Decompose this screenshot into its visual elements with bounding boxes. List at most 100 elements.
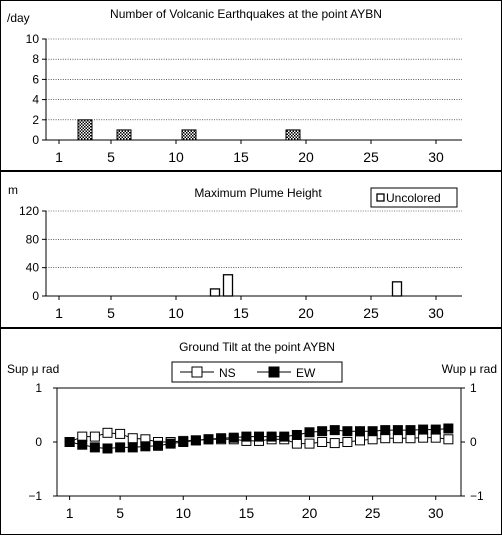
- x-tick-label: 10: [168, 149, 184, 165]
- tilt-point-ns: [317, 437, 328, 447]
- tilt-point-ns: [115, 428, 126, 439]
- tilt-point-ew: [153, 440, 163, 451]
- tilt-point-ns: [355, 435, 365, 446]
- tilt-point-ns: [89, 431, 100, 442]
- tilt-point-ew: [392, 425, 403, 436]
- tilt-point-ew: [77, 439, 88, 450]
- tilt-legend-ns-label: NS: [219, 366, 236, 380]
- tilt-plot-area: −1 −10 01 11 5 10 15 20 25 30: [28, 381, 484, 521]
- tilt-left-axis-label: Sup μ rad: [7, 362, 59, 376]
- tilt-point-ew: [380, 425, 391, 436]
- x-tick-label: 20: [298, 305, 314, 321]
- tilt-point-ew: [165, 438, 176, 449]
- x-tick-label: 10: [175, 505, 191, 521]
- plume-legend-swatch: [376, 193, 385, 202]
- y-tick-label: 120: [19, 204, 39, 218]
- tilt-point-ew: [115, 442, 126, 453]
- x-tick-label: 30: [428, 305, 444, 321]
- y-tick-label: 80: [26, 232, 40, 246]
- x-tick-label: 25: [363, 149, 379, 165]
- earthquake-bar: [116, 129, 132, 141]
- x-tick-label: 1: [55, 149, 63, 165]
- y-tick-label: 6: [32, 72, 39, 86]
- tilt-point-ew: [405, 425, 416, 436]
- tilt-point-ns: [443, 434, 454, 445]
- y-tick-label: 8: [32, 52, 39, 66]
- x-tick-label: 10: [168, 305, 184, 321]
- x-tick-label: 5: [107, 149, 115, 165]
- tilt-point-ew: [216, 433, 227, 444]
- tilt-point-ew: [443, 423, 454, 434]
- tilt-point-ns: [329, 438, 340, 449]
- tilt-point-ew: [355, 426, 365, 437]
- tilt-legend-ew-marker: [268, 366, 280, 378]
- earthquake-bar: [181, 129, 197, 141]
- tilt-point-ew: [279, 431, 290, 442]
- tilt-point-ns: [127, 433, 138, 444]
- plume-y-unit: m: [8, 183, 18, 197]
- tilt-point-ns: [342, 437, 353, 447]
- tilt-right-axis-label: Wup μ rad: [442, 362, 497, 376]
- panel-earthquakes-frame: [0, 0, 502, 171]
- tilt-point-ew: [127, 442, 138, 453]
- tilt-title: Ground Tilt at the point AYBN: [179, 340, 335, 354]
- y-tick-label-right: 1: [470, 381, 477, 395]
- earthquakes-title: Number of Volcanic Earthquakes at the po…: [110, 7, 382, 21]
- x-tick-label: 20: [302, 505, 318, 521]
- x-tick-label: 1: [55, 305, 63, 321]
- tilt-point-ew: [89, 442, 100, 453]
- x-tick-label: 30: [428, 505, 444, 521]
- tilt-point-ew: [430, 424, 441, 435]
- y-tick-label-right: −1: [470, 489, 484, 503]
- tilt-point-ew: [418, 424, 429, 435]
- tilt-point-ew: [367, 426, 378, 437]
- tilt-point-ew: [266, 431, 277, 442]
- tilt-legend: NS EW: [171, 361, 343, 383]
- tilt-point-ew: [241, 431, 252, 442]
- x-tick-label: 15: [233, 305, 249, 321]
- y-tick-label: 0: [32, 133, 39, 147]
- tilt-point-ns: [304, 438, 315, 449]
- tilt-point-ew: [64, 437, 75, 447]
- y-tick-label-left: 0: [35, 435, 42, 449]
- earthquake-bar: [77, 119, 93, 141]
- earthquakes-y-unit: /day: [7, 11, 30, 25]
- y-tick-label-right: 0: [470, 435, 477, 449]
- tilt-point-ew: [203, 434, 214, 445]
- x-tick-label: 30: [428, 149, 444, 165]
- y-tick-label: 10: [26, 32, 40, 46]
- tilt-point-ew: [329, 425, 340, 436]
- plume-bar: [209, 288, 221, 297]
- y-tick-label: 0: [32, 289, 39, 303]
- y-tick-label: 4: [32, 93, 39, 107]
- y-tick-label-left: −1: [28, 489, 42, 503]
- plume-title: Maximum Plume Height: [194, 186, 322, 200]
- x-tick-label: 20: [298, 149, 314, 165]
- earthquake-bar: [285, 129, 301, 141]
- plume-legend: Uncolored: [370, 187, 458, 208]
- tilt-point-ew: [178, 437, 189, 447]
- tilt-point-ew: [317, 426, 328, 437]
- y-tick-label: 2: [32, 113, 39, 127]
- tilt-point-ew: [228, 432, 239, 443]
- x-tick-label: 15: [239, 505, 255, 521]
- tilt-point-ew: [190, 435, 201, 446]
- tilt-point-ew: [342, 426, 353, 437]
- plume-bar: [391, 281, 403, 297]
- x-tick-label: 15: [233, 149, 249, 165]
- tilt-legend-ns-marker: [191, 366, 203, 378]
- tilt-point-ew: [140, 441, 151, 452]
- x-tick-label: 5: [107, 305, 115, 321]
- y-tick-label: 40: [26, 261, 40, 275]
- x-tick-label: 1: [66, 505, 74, 521]
- tilt-point-ew: [254, 431, 264, 442]
- x-tick-label: 25: [363, 305, 379, 321]
- plume-bar: [222, 274, 234, 297]
- tilt-point-ns: [102, 427, 113, 438]
- x-tick-label: 25: [365, 505, 381, 521]
- plume-legend-label: Uncolored: [386, 191, 441, 205]
